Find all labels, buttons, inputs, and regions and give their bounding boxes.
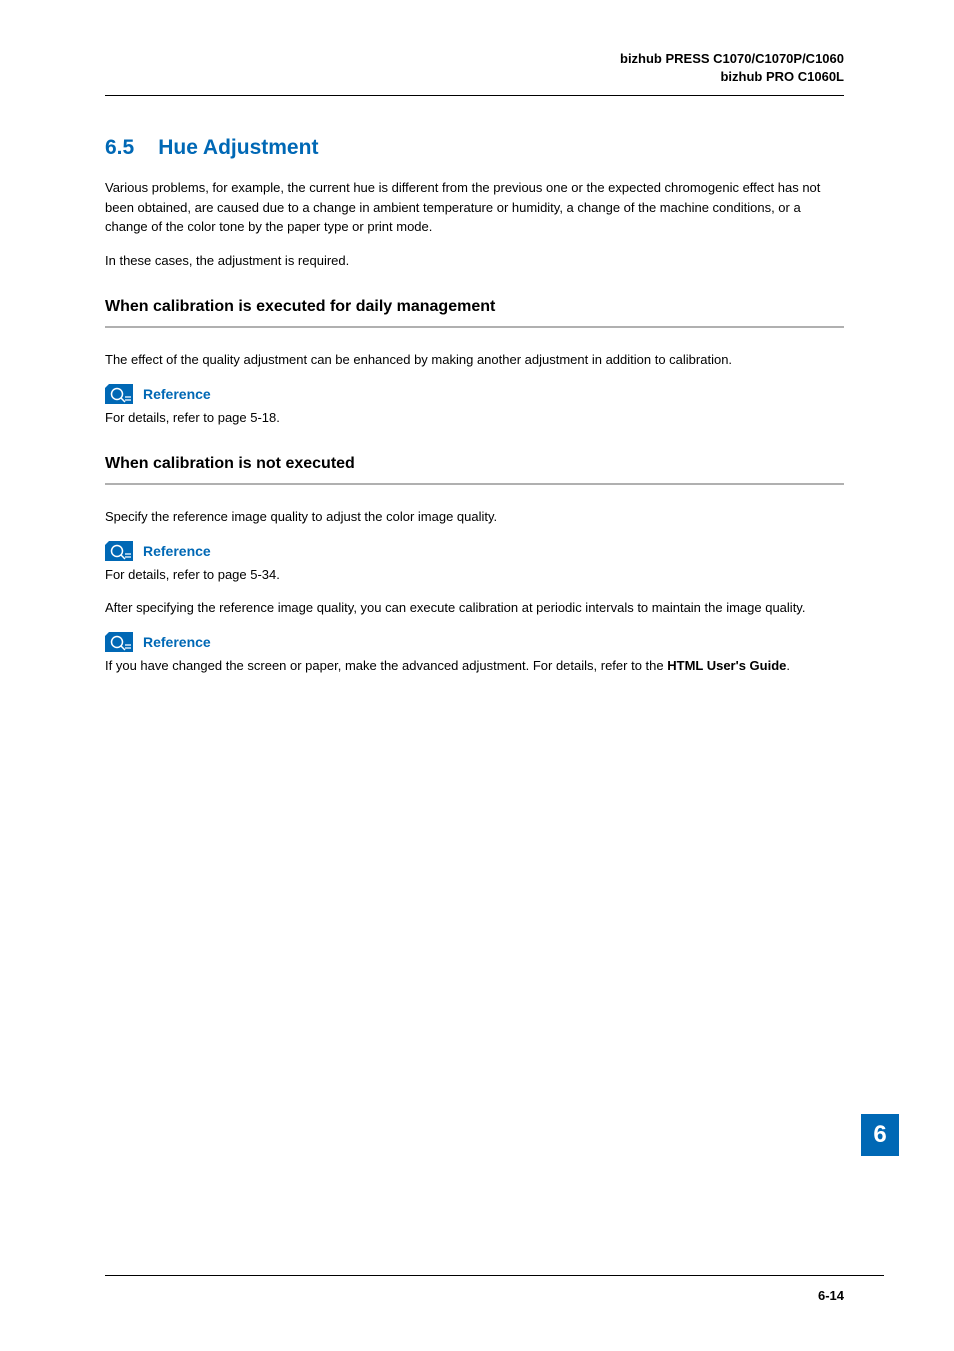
reference-icon	[105, 384, 133, 404]
reference-row-1: Reference	[105, 384, 844, 404]
chapter-tab: 6	[861, 1114, 899, 1156]
reference-row-3: Reference	[105, 632, 844, 652]
footer-divider	[105, 1275, 884, 1276]
sub2-ref1-text: For details, refer to page 5-34.	[105, 565, 844, 585]
ref2-text-post: .	[786, 658, 790, 673]
intro-paragraph-1: Various problems, for example, the curre…	[105, 178, 844, 237]
header-line-1: bizhub PRESS C1070/C1070P/C1060	[105, 50, 844, 68]
reference-icon	[105, 632, 133, 652]
reference-label: Reference	[143, 634, 211, 650]
page-number: 6-14	[818, 1288, 844, 1303]
section-heading: 6.5 Hue Adjustment	[105, 136, 844, 160]
section-number: 6.5	[105, 136, 134, 160]
section-title: Hue Adjustment	[158, 136, 318, 159]
ref2-text-bold: HTML User's Guide	[667, 658, 786, 673]
sub2-paragraph-1: Specify the reference image quality to a…	[105, 507, 844, 527]
reference-row-2: Reference	[105, 541, 844, 561]
page-header: bizhub PRESS C1070/C1070P/C1060 bizhub P…	[105, 50, 844, 96]
header-line-2: bizhub PRO C1060L	[105, 68, 844, 86]
reference-label: Reference	[143, 543, 211, 559]
sub1-paragraph: The effect of the quality adjustment can…	[105, 350, 844, 370]
intro-paragraph-2: In these cases, the adjustment is requir…	[105, 251, 844, 271]
sub2-ref2-text: If you have changed the screen or paper,…	[105, 656, 844, 676]
reference-icon	[105, 541, 133, 561]
document-page: bizhub PRESS C1070/C1070P/C1060 bizhub P…	[0, 0, 954, 1351]
reference-label: Reference	[143, 386, 211, 402]
subheading-calibration-not-executed: When calibration is not executed	[105, 455, 844, 485]
subheading-calibration-daily: When calibration is executed for daily m…	[105, 298, 844, 328]
ref2-text-pre: If you have changed the screen or paper,…	[105, 658, 667, 673]
sub1-ref-text: For details, refer to page 5-18.	[105, 408, 844, 428]
sub2-paragraph-2: After specifying the reference image qua…	[105, 598, 844, 618]
